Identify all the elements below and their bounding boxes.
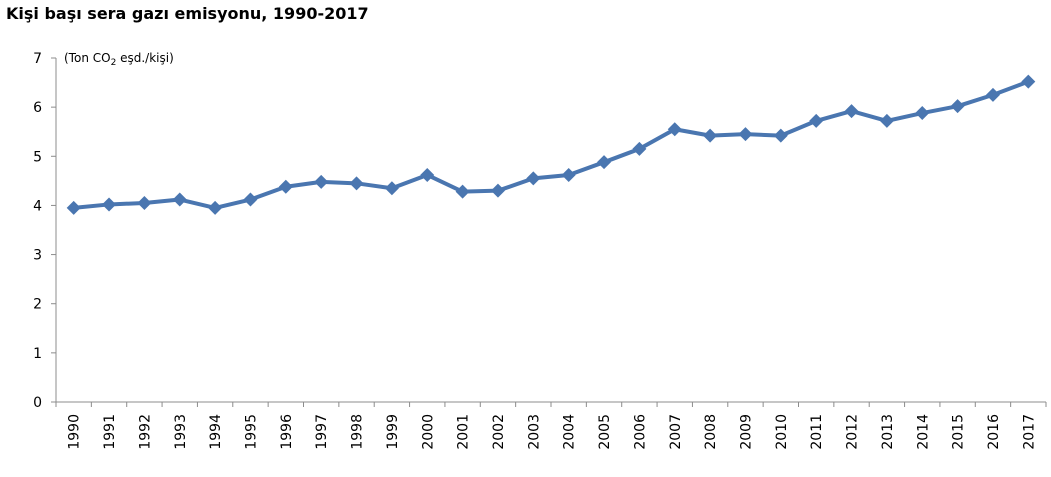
data-point-marker xyxy=(526,171,541,186)
y-tick-label: 3 xyxy=(33,248,42,264)
x-tick-label: 2002 xyxy=(491,414,507,450)
y-tick-label: 4 xyxy=(33,198,42,214)
data-point-marker xyxy=(561,167,576,182)
data-point-marker xyxy=(278,179,293,194)
x-tick-label: 1994 xyxy=(208,414,224,450)
x-tick-label: 1998 xyxy=(350,414,366,450)
x-tick-label: 2006 xyxy=(632,414,648,450)
chart-title: Kişi başı sera gazı emisyonu, 1990-2017 xyxy=(6,4,369,23)
data-point-marker xyxy=(985,87,1000,102)
x-tick-label: 1992 xyxy=(137,414,153,450)
y-tick-label: 5 xyxy=(33,149,42,165)
data-point-marker xyxy=(809,113,824,128)
data-point-marker xyxy=(208,200,223,215)
y-tick-labels: 0 1 2 3 4 5 6 7 xyxy=(33,51,42,411)
x-tick-label: 1993 xyxy=(173,414,189,450)
x-tick-label: 2013 xyxy=(880,414,896,450)
data-point-marker xyxy=(773,128,788,143)
data-point-marker xyxy=(420,167,435,182)
data-point-marker xyxy=(950,99,965,114)
x-tick-label: 1991 xyxy=(102,414,118,450)
x-tick-label: 2004 xyxy=(562,414,578,450)
data-point-marker xyxy=(102,197,117,212)
data-point-marker xyxy=(597,155,612,170)
x-tick-label: 1990 xyxy=(67,414,83,450)
x-tick-label: 2012 xyxy=(845,414,861,450)
x-tick-label: 2015 xyxy=(951,414,967,450)
x-tick-label: 2016 xyxy=(986,414,1002,450)
x-tick-label: 1999 xyxy=(385,414,401,450)
x-tick-label: 2009 xyxy=(738,414,754,450)
data-point-marker xyxy=(66,200,81,215)
x-tick-label: 2001 xyxy=(456,414,472,450)
data-point-marker xyxy=(667,122,682,137)
data-point-marker xyxy=(314,174,329,189)
y-unit-label: (Ton CO2 eşd./kişi) xyxy=(64,51,174,68)
x-tick-label: 2014 xyxy=(915,414,931,450)
data-point-marker xyxy=(703,128,718,143)
x-tick-labels: 1990 1991 1992 1993 1994 1995 1996 1997 1998 1999… xyxy=(67,414,1038,450)
series-group xyxy=(66,74,1036,215)
y-tick-label: 2 xyxy=(33,297,42,313)
y-tick-label: 0 xyxy=(33,395,42,411)
x-tick-label: 2017 xyxy=(1021,414,1037,450)
y-tick-label: 6 xyxy=(33,100,42,116)
x-tick-label: 2005 xyxy=(597,414,613,450)
x-tick-label: 2000 xyxy=(420,414,436,450)
x-tick-label: 2010 xyxy=(774,414,790,450)
data-point-marker xyxy=(243,192,258,207)
data-point-marker xyxy=(915,106,930,121)
data-point-marker xyxy=(455,184,470,199)
data-point-marker xyxy=(490,183,505,198)
x-tick-label: 2003 xyxy=(526,414,542,450)
x-tick-label: 1997 xyxy=(314,414,330,450)
x-tick-label: 2011 xyxy=(809,414,825,450)
data-point-marker xyxy=(137,195,152,210)
unit-label-suffix: eşd./kişi) xyxy=(116,51,173,65)
data-point-marker xyxy=(632,141,647,156)
y-tick-label: 7 xyxy=(33,51,42,67)
y-tick-label: 1 xyxy=(33,346,42,362)
x-tick-label: 2007 xyxy=(668,414,684,450)
data-point-marker xyxy=(1021,74,1036,89)
data-point-marker xyxy=(384,181,399,196)
unit-label-prefix: (Ton CO xyxy=(64,51,111,65)
unit-label-subscript: 2 xyxy=(111,58,117,68)
data-point-marker xyxy=(349,176,364,191)
x-tick-label: 1996 xyxy=(279,414,295,450)
data-point-marker xyxy=(738,127,753,142)
data-point-marker xyxy=(844,104,859,119)
x-tick-label: 2008 xyxy=(703,414,719,450)
data-point-marker xyxy=(172,192,187,207)
x-tick-label: 1995 xyxy=(243,414,259,450)
chart-axes xyxy=(51,57,1047,407)
series-line xyxy=(73,79,1030,210)
data-point-marker xyxy=(879,113,894,128)
